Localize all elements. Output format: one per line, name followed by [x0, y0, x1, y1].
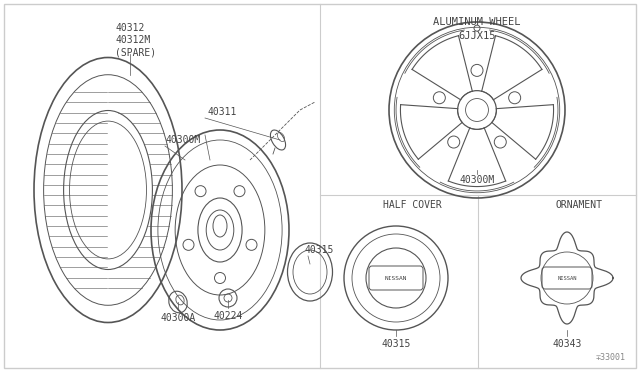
Text: 6JJX15: 6JJX15 — [458, 31, 496, 41]
Text: NISSAN: NISSAN — [557, 276, 577, 280]
Text: 40300M: 40300M — [460, 175, 495, 185]
Text: (SPARE): (SPARE) — [115, 47, 156, 57]
Text: 40312M: 40312M — [115, 35, 150, 45]
Text: 40343: 40343 — [552, 339, 582, 349]
Text: NISSAN: NISSAN — [385, 276, 407, 280]
Text: ∓33001: ∓33001 — [596, 353, 626, 362]
Text: 40300M: 40300M — [165, 135, 200, 145]
FancyBboxPatch shape — [369, 266, 423, 290]
Text: 40312: 40312 — [115, 23, 145, 33]
Text: ORNAMENT: ORNAMENT — [556, 200, 603, 210]
Text: 40300A: 40300A — [161, 313, 196, 323]
Text: 40224: 40224 — [213, 311, 243, 321]
Text: 40311: 40311 — [207, 107, 236, 117]
Text: 40315: 40315 — [305, 245, 334, 255]
Text: HALF COVER: HALF COVER — [383, 200, 442, 210]
FancyBboxPatch shape — [542, 267, 592, 289]
Text: 40315: 40315 — [381, 339, 411, 349]
Text: ALUMINUM WHEEL: ALUMINUM WHEEL — [433, 17, 521, 27]
